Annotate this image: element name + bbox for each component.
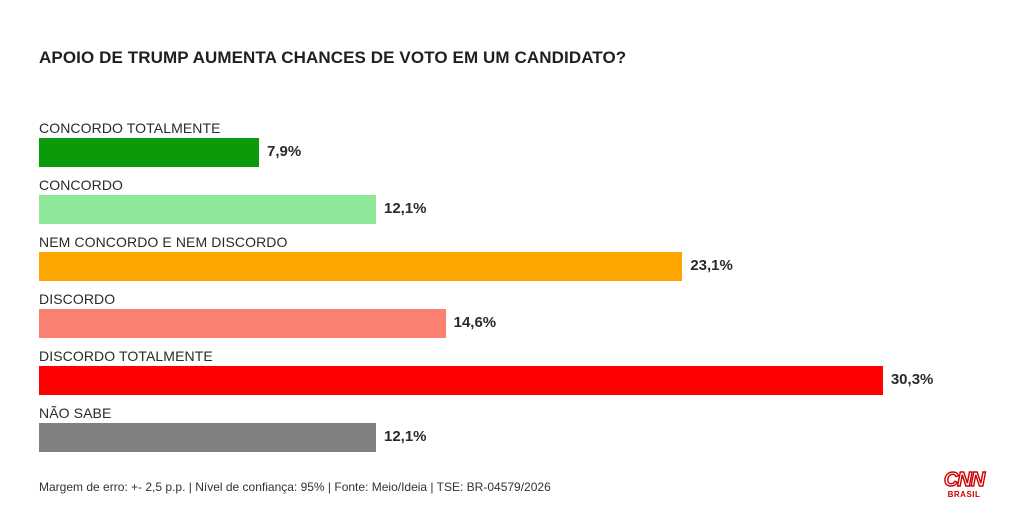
bar bbox=[39, 366, 883, 395]
value-label: 12,1% bbox=[383, 428, 427, 445]
bar-row: CONCORDO 12,1% bbox=[39, 175, 999, 232]
cnn-logo-subtext: BRASIL bbox=[948, 490, 981, 499]
category-label: CONCORDO TOTALMENTE bbox=[39, 120, 221, 136]
value-label: 23,1% bbox=[690, 257, 733, 274]
bar-row: DISCORDO 14,6% bbox=[39, 289, 999, 346]
value-label: 12,1% bbox=[383, 200, 427, 217]
bar-chart: CONCORDO TOTALMENTE 7,9% CONCORDO 12,1% NEM … bbox=[39, 118, 999, 458]
category-label: DISCORDO bbox=[39, 291, 116, 307]
cnn-logo-text: CNN bbox=[944, 469, 986, 491]
value-label: 30,3% bbox=[890, 371, 934, 388]
bar-row: DISCORDO TOTALMENTE 30,3% bbox=[39, 346, 999, 403]
bar-row: NÃO SABE 12,1% bbox=[39, 403, 999, 460]
category-label: NÃO SABE bbox=[39, 405, 112, 421]
bar bbox=[39, 423, 376, 452]
value-label: 14,6% bbox=[453, 314, 497, 331]
category-label: NEM CONCORDO E NEM DISCORDO bbox=[39, 234, 288, 250]
category-label: DISCORDO TOTALMENTE bbox=[39, 348, 213, 364]
cnn-brasil-logo: CNN BRASIL bbox=[943, 468, 987, 499]
bar-row: NEM CONCORDO E NEM DISCORDO 23,1% bbox=[39, 232, 999, 289]
chart-title: APOIO DE TRUMP AUMENTA CHANCES DE VOTO E… bbox=[39, 48, 627, 67]
bar bbox=[39, 138, 259, 167]
value-label: 7,9% bbox=[267, 143, 302, 160]
category-label: CONCORDO bbox=[39, 177, 124, 193]
chart-footer-note: Margem de erro: +- 2,5 p.p. | Nível de c… bbox=[39, 480, 551, 494]
bar bbox=[39, 252, 683, 281]
bar bbox=[39, 195, 376, 224]
bar bbox=[39, 309, 446, 338]
bar-row: CONCORDO TOTALMENTE 7,9% bbox=[39, 118, 999, 175]
